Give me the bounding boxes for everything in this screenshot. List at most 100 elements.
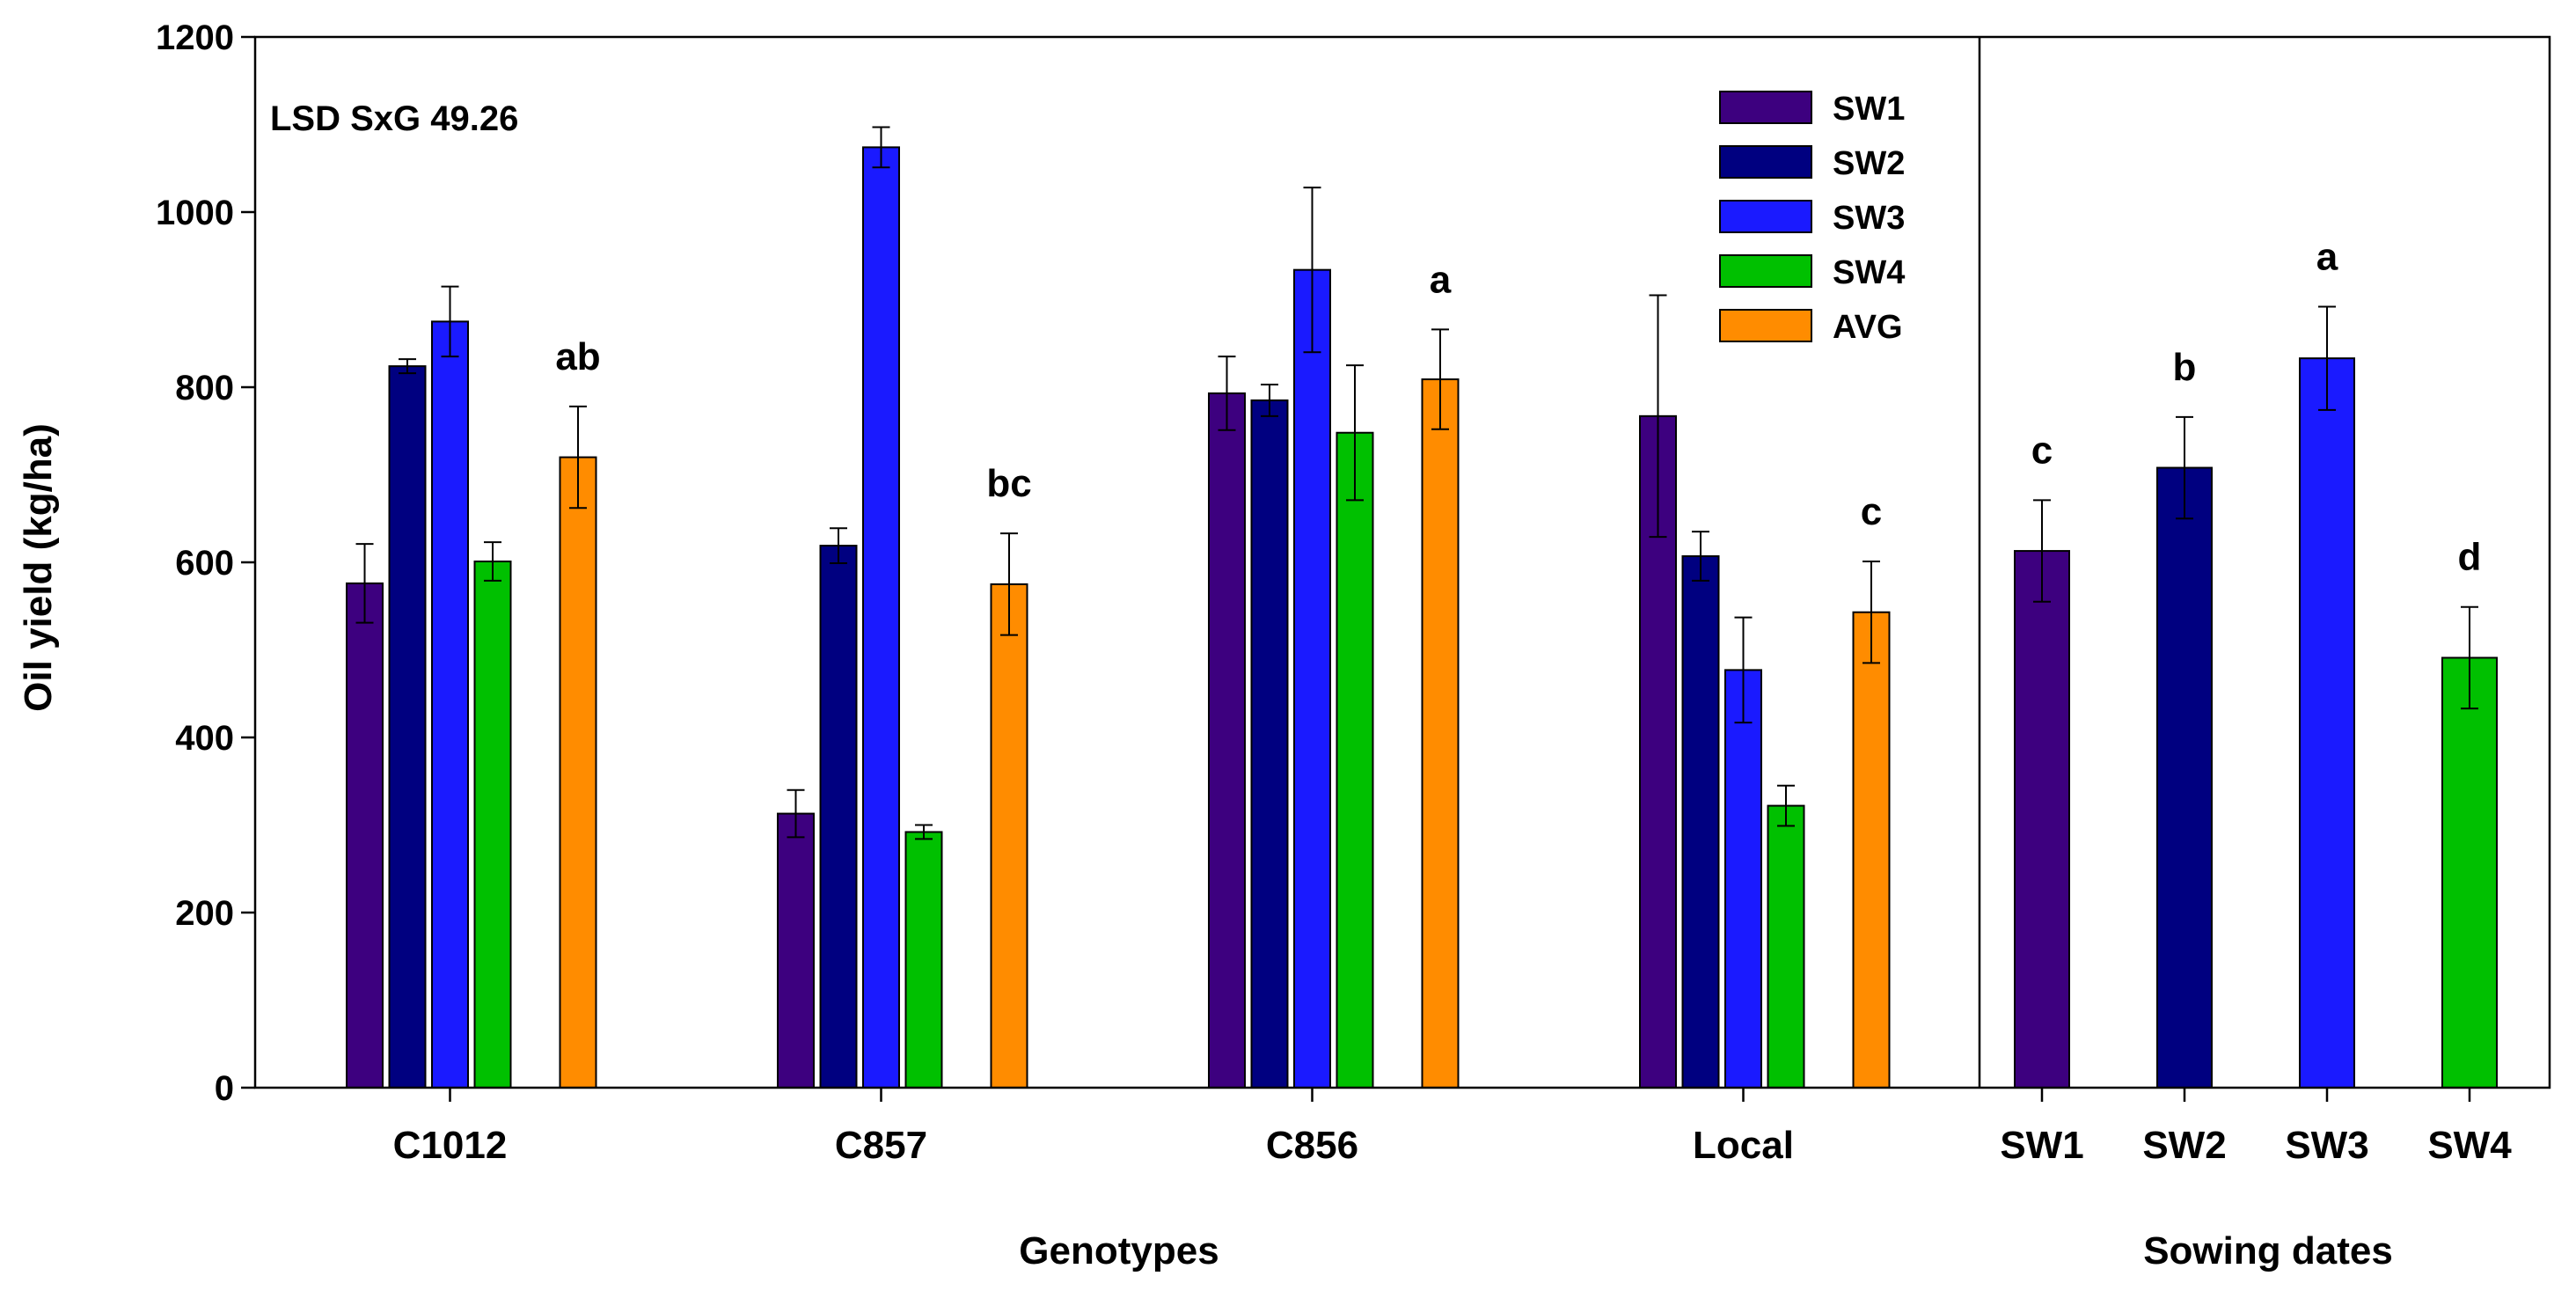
bar-group-c857-sw2 bbox=[819, 527, 858, 1089]
error-bar bbox=[484, 541, 501, 582]
plot-area: ab bc a c c b a d bbox=[346, 126, 2498, 1089]
error-bar bbox=[1346, 364, 1364, 502]
legend-label: AVG bbox=[1833, 309, 1903, 346]
sowing-bar-sw3 bbox=[2299, 357, 2355, 1089]
error-bar bbox=[399, 358, 416, 375]
significance-letter: a bbox=[1430, 258, 1452, 301]
sowing-bar-sw4 bbox=[2441, 656, 2498, 1089]
y-tick-label: 600 bbox=[175, 544, 234, 583]
x-tick-label-sw3: SW3 bbox=[2285, 1124, 2368, 1167]
bar-group-c856-sw4 bbox=[1336, 364, 1374, 1089]
y-tick-label: 1200 bbox=[156, 18, 234, 57]
bar-group-c1012-sw1 bbox=[346, 543, 384, 1089]
legend-swatch bbox=[1719, 200, 1812, 233]
sowing-bar-sw1 bbox=[2014, 550, 2070, 1089]
bar-c857-sw2 bbox=[819, 545, 858, 1089]
bar-group-local-avg: c bbox=[1852, 490, 1891, 1089]
x-tick-label-local: Local bbox=[1693, 1124, 1794, 1167]
error-bar bbox=[872, 126, 890, 169]
lsd-annotation: LSD SxG 49.26 bbox=[270, 99, 518, 138]
error-bar bbox=[2033, 499, 2051, 603]
bar-group-c857-avg: bc bbox=[986, 462, 1032, 1089]
sowing-bar-group-sw4: d bbox=[2441, 536, 2498, 1089]
y-tick-label: 400 bbox=[175, 719, 234, 758]
axes: 0 200 400 600 800 1000 1200 C1012 C857 C856 Local S… bbox=[156, 18, 2551, 1167]
significance-letter: bc bbox=[986, 462, 1031, 505]
bar-group-c856-sw1 bbox=[1208, 356, 1246, 1089]
bar-local-sw2 bbox=[1681, 555, 1720, 1089]
x-axis-label-sowing-dates: Sowing dates bbox=[2143, 1229, 2393, 1272]
error-bar bbox=[1649, 294, 1667, 539]
significance-letter: c bbox=[2031, 429, 2053, 472]
bar-group-c1012-sw4 bbox=[473, 541, 512, 1089]
bar-group-c1012-sw2 bbox=[388, 358, 427, 1089]
error-bar bbox=[1218, 356, 1236, 431]
x-tick-label-sw4: SW4 bbox=[2427, 1124, 2512, 1167]
bar-group-c856-sw2 bbox=[1250, 384, 1289, 1089]
bar-c856-sw4 bbox=[1336, 431, 1374, 1089]
x-tick-label-c1012: C1012 bbox=[393, 1124, 508, 1167]
significance-letter: ab bbox=[555, 335, 600, 378]
legend-item-avg: AVG bbox=[1719, 309, 1903, 346]
bar-c1012-sw2 bbox=[388, 365, 427, 1089]
x-tick-label-c857: C857 bbox=[835, 1124, 927, 1167]
y-tick-label: 0 bbox=[215, 1069, 234, 1108]
bar-c857-sw1 bbox=[777, 812, 815, 1089]
legend-swatch bbox=[1719, 309, 1812, 342]
error-bar bbox=[787, 788, 805, 839]
legend-label: SW4 bbox=[1833, 254, 1905, 291]
legend-label: SW2 bbox=[1833, 145, 1905, 182]
bar-group-c857-sw4 bbox=[904, 824, 943, 1089]
bar-group-local-sw3 bbox=[1724, 616, 1762, 1089]
bar-local-sw4 bbox=[1767, 804, 1805, 1089]
error-bar bbox=[1734, 616, 1753, 724]
bar-group-local-sw2 bbox=[1681, 531, 1720, 1089]
legend-swatch bbox=[1719, 145, 1812, 179]
bar-group-c857-sw3 bbox=[862, 126, 900, 1089]
legend-item-sw2: SW2 bbox=[1719, 145, 1905, 182]
bar-c1012-avg bbox=[559, 456, 597, 1089]
bar-group-c856-avg: a bbox=[1421, 258, 1460, 1089]
error-bar bbox=[1261, 384, 1278, 417]
bar-local-sw3 bbox=[1724, 669, 1762, 1089]
bar-c1012-sw4 bbox=[473, 561, 512, 1089]
sowing-bar-sw2 bbox=[2156, 466, 2213, 1089]
bar-c856-sw3 bbox=[1293, 268, 1331, 1089]
error-bar bbox=[1000, 532, 1018, 636]
legend: SW1 SW2 SW3 SW4 AVG bbox=[1719, 91, 1905, 346]
bar-c856-avg bbox=[1421, 378, 1460, 1089]
error-bar bbox=[1431, 328, 1449, 430]
legend-item-sw4: SW4 bbox=[1719, 254, 1905, 291]
x-tick-label-sw1: SW1 bbox=[2000, 1124, 2083, 1167]
error-bar bbox=[915, 824, 933, 840]
legend-label: SW1 bbox=[1833, 91, 1905, 128]
sowing-bar-group-sw3: a bbox=[2299, 235, 2355, 1089]
y-tick-label: 1000 bbox=[156, 194, 234, 232]
legend-swatch bbox=[1719, 254, 1812, 288]
legend-label: SW3 bbox=[1833, 200, 1905, 237]
bar-group-local-sw1 bbox=[1639, 294, 1677, 1089]
bar-local-avg bbox=[1852, 611, 1891, 1089]
x-tick-label-sw2: SW2 bbox=[2142, 1124, 2226, 1167]
error-bar bbox=[569, 405, 587, 510]
legend-item-sw1: SW1 bbox=[1719, 91, 1905, 128]
bar-c857-sw3 bbox=[862, 146, 900, 1089]
significance-letter: b bbox=[2173, 346, 2197, 389]
error-bar bbox=[2318, 305, 2336, 411]
x-axis-label-genotypes: Genotypes bbox=[1019, 1229, 1218, 1272]
bar-c1012-sw1 bbox=[346, 582, 384, 1089]
bar-c856-sw2 bbox=[1250, 399, 1289, 1089]
bar-c1012-sw3 bbox=[431, 320, 469, 1089]
error-bar bbox=[441, 285, 459, 358]
y-axis-label: Oil yield (kg/ha) bbox=[17, 423, 60, 712]
x-tick-label-c856: C856 bbox=[1266, 1124, 1358, 1167]
legend-swatch bbox=[1719, 91, 1812, 124]
error-bar bbox=[2176, 415, 2193, 520]
sowing-bar-group-sw1: c bbox=[2014, 429, 2070, 1089]
error-bar bbox=[355, 543, 374, 624]
error-bar bbox=[830, 527, 847, 564]
legend-item-sw3: SW3 bbox=[1719, 200, 1905, 237]
bar-c857-avg bbox=[990, 583, 1028, 1089]
significance-letter: a bbox=[2316, 235, 2338, 278]
